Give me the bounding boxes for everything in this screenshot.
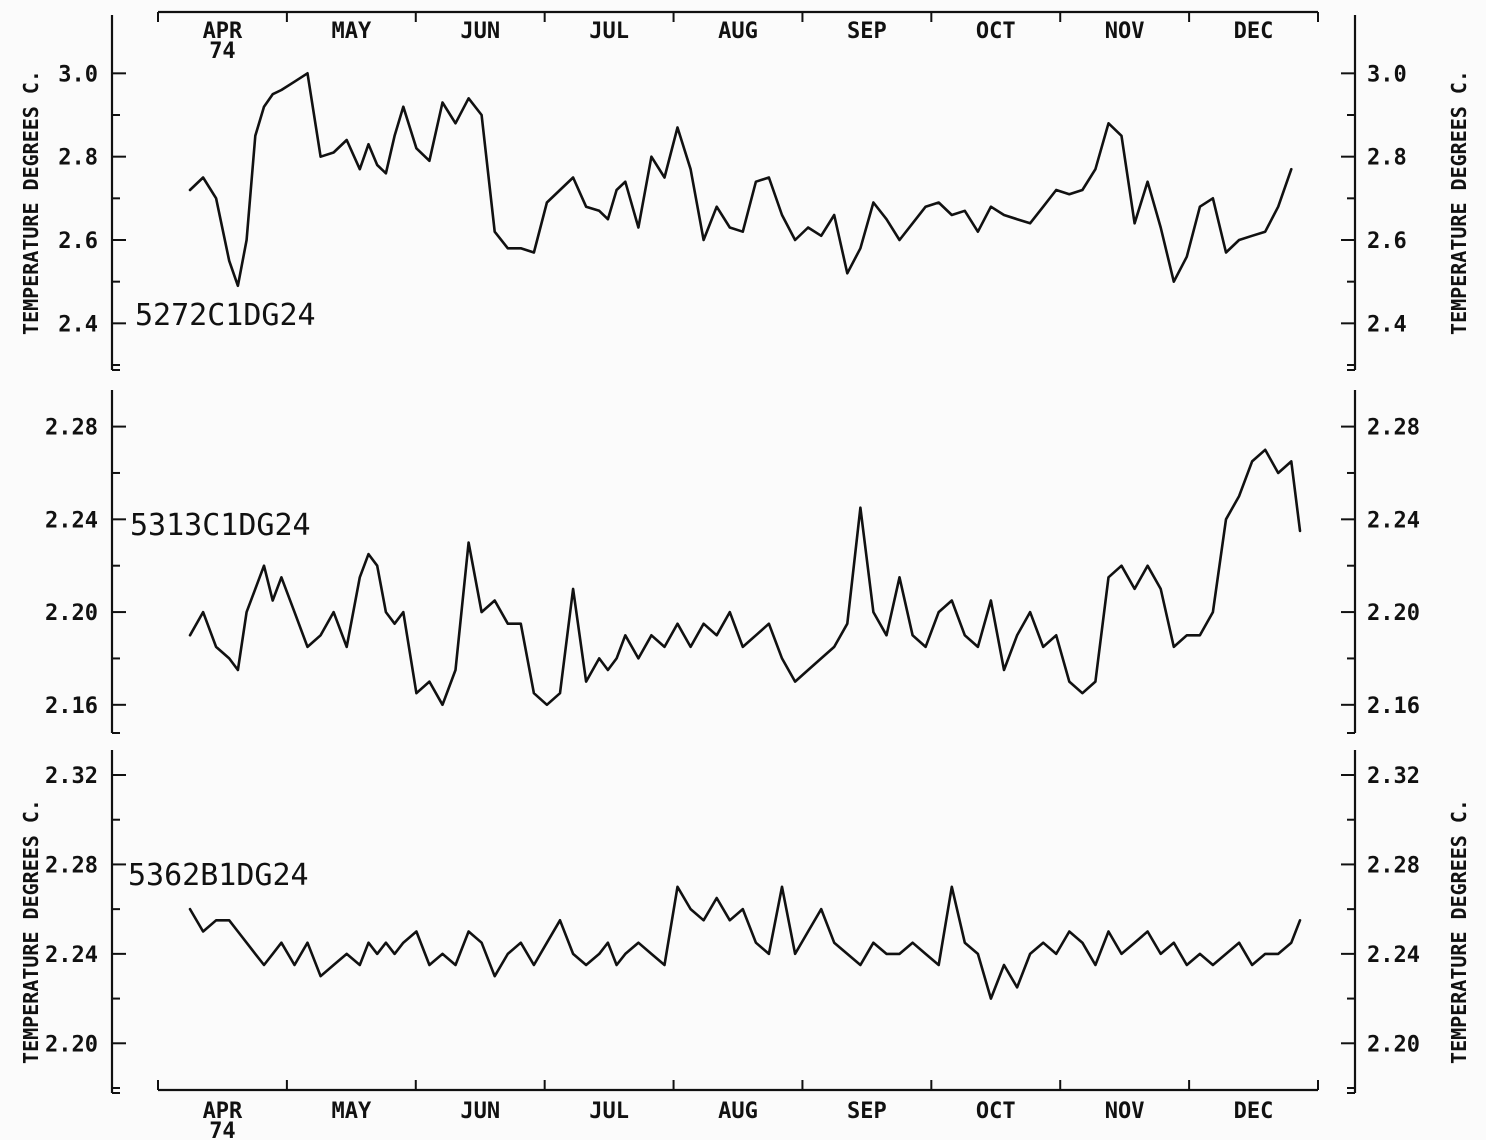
month-label-jul-top: JUL — [589, 19, 629, 44]
month-label-nov-top: NOV — [1105, 19, 1145, 44]
y-tick-label-right: 2.28 — [1367, 853, 1420, 878]
month-label-sep-top: SEP — [847, 19, 887, 44]
month-label-aug-top: AUG — [718, 19, 758, 44]
y-tick-label-left: 2.16 — [45, 694, 98, 719]
month-label-sep-bottom: SEP — [847, 1099, 887, 1124]
y-tick-label-right: 2.32 — [1367, 764, 1420, 789]
y-tick-label-left: 2.8 — [58, 146, 98, 171]
y-tick-label-right: 2.20 — [1367, 1032, 1420, 1057]
month-label-jun-bottom: JUN — [460, 1099, 500, 1124]
y-tick-label-right: 2.16 — [1367, 694, 1420, 719]
series-name-3: 5362B1DG24 — [128, 858, 309, 893]
y-tick-label-left: 2.20 — [45, 1032, 98, 1057]
axes-layer — [110, 10, 1357, 1094]
month-label-oct-bottom: OCT — [976, 1099, 1016, 1124]
series-name-2: 5313C1DG24 — [130, 508, 311, 543]
series-line-5362b1dg24 — [188, 885, 1302, 1000]
y-axis-title-right-1: TEMPERATURE DEGREES C. — [1447, 70, 1471, 335]
month-label-dec-bottom: DEC — [1234, 1099, 1274, 1124]
series-line-5272c1dg24 — [188, 72, 1293, 288]
month-label-aug-bottom: AUG — [718, 1099, 758, 1124]
month-label-jun-top: JUN — [460, 19, 500, 44]
y-tick-label-right: 2.6 — [1367, 229, 1407, 254]
y-tick-label-right: 2.28 — [1367, 416, 1420, 441]
y-tick-label-right: 2.24 — [1367, 943, 1420, 968]
month-label-oct-top: OCT — [976, 19, 1016, 44]
y-tick-label-right: 2.20 — [1367, 601, 1420, 626]
year-label-top: 74 — [209, 39, 236, 64]
y-tick-label-left: 2.4 — [58, 312, 98, 337]
y-tick-label-right: 2.8 — [1367, 146, 1407, 171]
series-name-1: 5272C1DG24 — [135, 298, 316, 333]
y-tick-label-left: 2.24 — [45, 943, 98, 968]
y-axis-title-right-3: TEMPERATURE DEGREES C. — [1447, 799, 1471, 1064]
month-label-apr-bottom: APR — [203, 1099, 243, 1124]
y-tick-label-left: 2.24 — [45, 508, 98, 533]
y-axis-title-left-3: TEMPERATURE DEGREES C. — [19, 799, 43, 1064]
year-label-bottom: 74 — [209, 1119, 236, 1140]
month-label-may-bottom: MAY — [331, 1099, 371, 1124]
y-tick-label-left: 3.0 — [58, 62, 98, 87]
y-tick-label-right: 3.0 — [1367, 62, 1407, 87]
y-tick-label-right: 2.4 — [1367, 312, 1407, 337]
series-layer — [188, 72, 1302, 1000]
y-axis-title-left-1: TEMPERATURE DEGREES C. — [19, 70, 43, 335]
month-label-apr-top: APR — [203, 19, 243, 44]
month-label-jul-bottom: JUL — [589, 1099, 629, 1124]
y-tick-label-right: 2.24 — [1367, 508, 1420, 533]
month-label-nov-bottom: NOV — [1105, 1099, 1145, 1124]
y-tick-label-left: 2.28 — [45, 416, 98, 441]
y-tick-label-left: 2.32 — [45, 764, 98, 789]
month-label-may-top: MAY — [331, 19, 371, 44]
y-tick-label-left: 2.20 — [45, 601, 98, 626]
series-line-5313c1dg24 — [188, 448, 1302, 707]
y-tick-label-left: 2.6 — [58, 229, 98, 254]
month-label-dec-top: DEC — [1234, 19, 1274, 44]
y-tick-label-left: 2.28 — [45, 853, 98, 878]
